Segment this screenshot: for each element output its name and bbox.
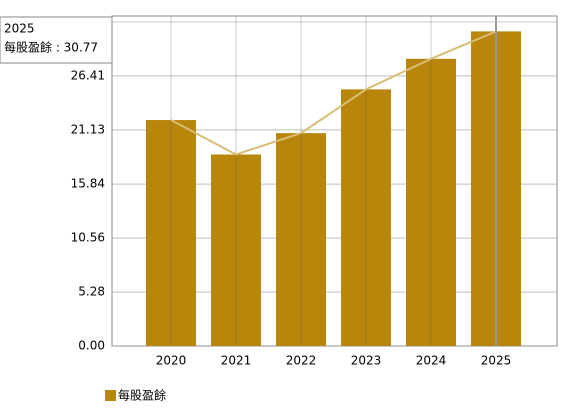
- legend-label: 每股盈餘: [118, 388, 166, 403]
- x-tick-label: 2023: [351, 354, 382, 368]
- y-tick-label: 15.84: [71, 177, 105, 191]
- x-tick-label: 2020: [156, 354, 187, 368]
- legend-swatch: [105, 390, 116, 401]
- y-tick-label: 21.13: [71, 122, 105, 136]
- tooltip-box: [0, 16, 113, 64]
- line: [170, 30, 497, 156]
- x-tick-label: 2021: [221, 354, 252, 368]
- y-tick-label: 10.56: [71, 231, 105, 245]
- tooltip-text: 每股盈餘 : 30.77: [4, 40, 98, 55]
- x-tick-label: 2022: [286, 354, 317, 368]
- y-tick-label: 26.41: [71, 68, 105, 82]
- x-tick-label: 2024: [416, 354, 447, 368]
- y-tick-label: 0.00: [78, 339, 105, 353]
- x-tick-label: 2025: [481, 354, 512, 368]
- tooltip-title: 2025: [4, 22, 35, 36]
- y-tick-label: 5.28: [78, 285, 105, 299]
